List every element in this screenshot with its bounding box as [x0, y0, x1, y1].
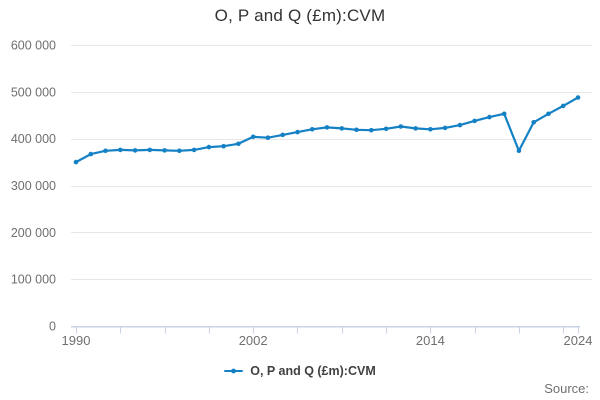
- data-point: [531, 120, 536, 125]
- data-point: [487, 114, 492, 120]
- data-point: [428, 127, 433, 132]
- data-point: [457, 122, 463, 128]
- data-point: [132, 148, 138, 153]
- chart-canvas: 0 100 000 200 000 300 000 400 000 500 000 600 …: [11, 39, 593, 349]
- data-point: [413, 126, 418, 131]
- data-point: [265, 135, 271, 140]
- data-point: [191, 147, 197, 153]
- data-point: [118, 147, 123, 153]
- data-point: [560, 103, 566, 109]
- data-point: [398, 124, 404, 129]
- data-point: [221, 143, 226, 149]
- data-point: [501, 111, 507, 117]
- data-point: [177, 148, 182, 154]
- data-point: [88, 151, 94, 157]
- data-point: [575, 95, 581, 100]
- data-point: [383, 126, 389, 132]
- data-point: [162, 148, 167, 153]
- data-point: [73, 159, 79, 165]
- chart-title: O, P and Q (£m):CVM: [214, 6, 386, 25]
- data-point: [309, 127, 315, 132]
- source-label: Source:: [544, 381, 589, 396]
- data-point: [147, 147, 153, 153]
- data-series-line: [74, 96, 580, 164]
- data-point: [206, 144, 212, 150]
- y-axis-tick-label: 500 000: [11, 85, 56, 99]
- legend-label: O, P and Q (£m):CVM: [250, 364, 376, 378]
- y-axis-tick-label: 200 000: [11, 226, 56, 240]
- legend-dot: [231, 368, 237, 374]
- data-point: [442, 125, 448, 131]
- data-point: [546, 111, 551, 117]
- data-point: [295, 129, 300, 135]
- x-axis-tick-label: 2024: [564, 333, 593, 348]
- y-axis-tick-label: 300 000: [11, 179, 56, 193]
- data-point: [369, 127, 374, 133]
- data-point: [280, 132, 286, 138]
- y-axis-tick-label: 100 000: [11, 273, 56, 287]
- data-point: [250, 134, 256, 140]
- data-point: [472, 118, 477, 124]
- y-axis-tick-label: 600 000: [11, 39, 56, 53]
- y-axis-tick-label: 400 000: [11, 132, 56, 146]
- data-point: [324, 125, 330, 130]
- x-axis-tick-label: 2014: [416, 333, 445, 348]
- data-point: [236, 141, 241, 147]
- data-point: [354, 127, 359, 133]
- y-axis-tick-label: 0: [49, 320, 56, 334]
- data-point: [103, 148, 108, 154]
- data-point: [516, 148, 522, 154]
- legend-line-marker-icon: [224, 368, 244, 374]
- x-axis-tick-label: 1990: [62, 333, 91, 348]
- data-point: [339, 126, 345, 131]
- x-axis-tick-label: 2002: [239, 333, 268, 348]
- legend: O, P and Q (£m):CVM: [0, 364, 600, 378]
